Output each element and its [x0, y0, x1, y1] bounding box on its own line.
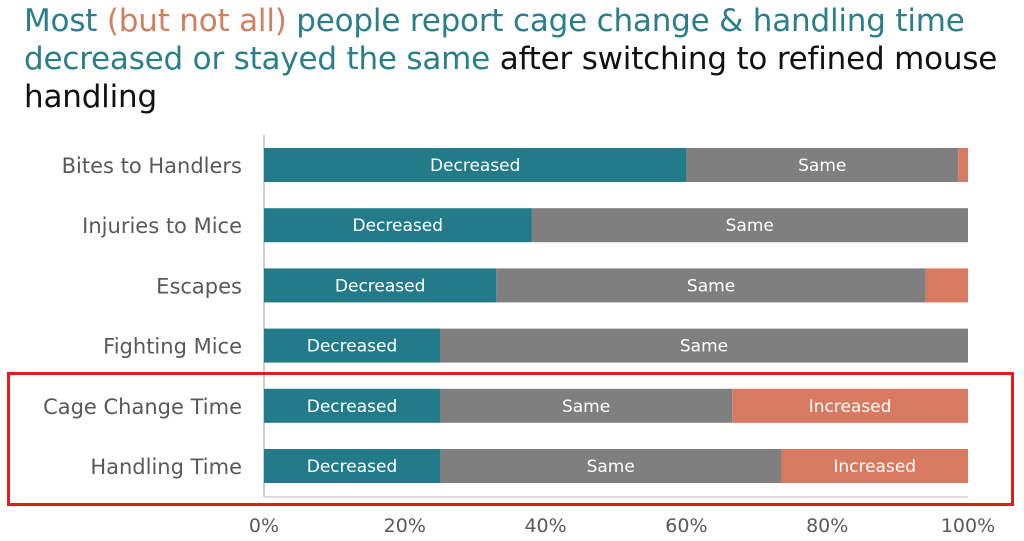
bar-segment-increased	[781, 449, 968, 483]
bar-segment-same	[496, 268, 926, 303]
bar-segment-same	[686, 148, 959, 182]
bar-segment-same	[531, 208, 968, 243]
title-part-3: people report cage change & handling tim…	[24, 3, 965, 77]
bar-segment-decreased	[264, 449, 440, 483]
title-part-2: (but not all)	[106, 3, 287, 39]
bar-segment-decreased	[264, 328, 440, 363]
segment-label: Same	[587, 457, 635, 477]
category-label: Fighting Mice	[103, 335, 242, 359]
bar-segment-decreased	[264, 148, 687, 182]
segment-label: Same	[798, 156, 846, 176]
x-tick-label: 40%	[524, 515, 566, 537]
segment-label: Increased	[809, 397, 892, 417]
segment-label: Same	[562, 397, 610, 417]
highlight-box	[7, 372, 1014, 506]
category-label: Injuries to Mice	[82, 214, 242, 238]
category-label: Bites to Handlers	[62, 154, 242, 178]
segment-label: Increased	[833, 457, 916, 477]
category-label: Cage Change Time	[43, 395, 242, 419]
segment-label: Decreased	[430, 156, 521, 176]
bar-segment-same	[440, 328, 968, 363]
bar-segment-decreased	[264, 208, 532, 243]
segment-label: Decreased	[335, 276, 426, 296]
x-tick-label: 100%	[941, 515, 995, 537]
segment-label: Decreased	[307, 337, 398, 357]
segment-label: Same	[680, 337, 728, 357]
segment-label: Decreased	[307, 457, 398, 477]
bar-segment-decreased	[264, 268, 497, 303]
chart-title: Most (but not all) people report cage ch…	[24, 2, 1014, 116]
category-label: Handling Time	[90, 455, 242, 479]
x-tick-label: 20%	[384, 515, 426, 537]
segment-label: Decreased	[353, 216, 444, 236]
category-label: Escapes	[156, 274, 242, 298]
bar-segment-increased	[732, 388, 968, 423]
segment-label: Same	[726, 216, 774, 236]
bar-segment-same	[440, 388, 733, 423]
x-tick-label: 60%	[665, 515, 707, 537]
bar-segment-decreased	[264, 388, 440, 423]
segment-label: Same	[687, 276, 735, 296]
bar-segment-increased	[925, 268, 968, 303]
x-tick-label: 80%	[806, 515, 848, 537]
x-tick-label: 0%	[249, 515, 279, 537]
title-part-1: Most	[24, 3, 107, 39]
title-part-4: after switching to refined mouse handlin…	[24, 41, 998, 115]
bar-segment-increased	[958, 148, 968, 182]
bar-segment-same	[440, 449, 782, 483]
segment-label: Decreased	[307, 397, 398, 417]
